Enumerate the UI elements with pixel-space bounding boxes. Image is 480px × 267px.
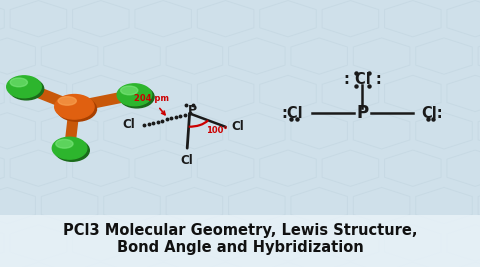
Ellipse shape: [55, 139, 89, 161]
Ellipse shape: [9, 78, 44, 100]
Text: Cl: Cl: [231, 120, 244, 133]
Ellipse shape: [120, 86, 138, 95]
FancyBboxPatch shape: [0, 215, 480, 267]
Text: P: P: [356, 104, 369, 123]
Text: PCl3 Molecular Geometry, Lewis Structure,
Bond Angle and Hybridization: PCl3 Molecular Geometry, Lewis Structure…: [63, 223, 417, 255]
Ellipse shape: [58, 97, 76, 105]
Ellipse shape: [120, 86, 154, 108]
Ellipse shape: [57, 97, 96, 121]
Text: Cl:: Cl:: [421, 106, 443, 121]
Text: 100°: 100°: [206, 125, 228, 135]
Ellipse shape: [55, 95, 94, 119]
Ellipse shape: [52, 137, 87, 159]
Ellipse shape: [7, 76, 41, 98]
Text: : Cl :: : Cl :: [344, 72, 381, 87]
Text: Cl: Cl: [181, 154, 193, 167]
Ellipse shape: [10, 78, 27, 87]
Text: Cl: Cl: [122, 119, 135, 131]
Text: :Cl: :Cl: [282, 106, 303, 121]
Ellipse shape: [117, 84, 152, 106]
Text: P: P: [187, 104, 197, 117]
Ellipse shape: [56, 139, 73, 148]
Text: 204 pm: 204 pm: [134, 95, 169, 115]
